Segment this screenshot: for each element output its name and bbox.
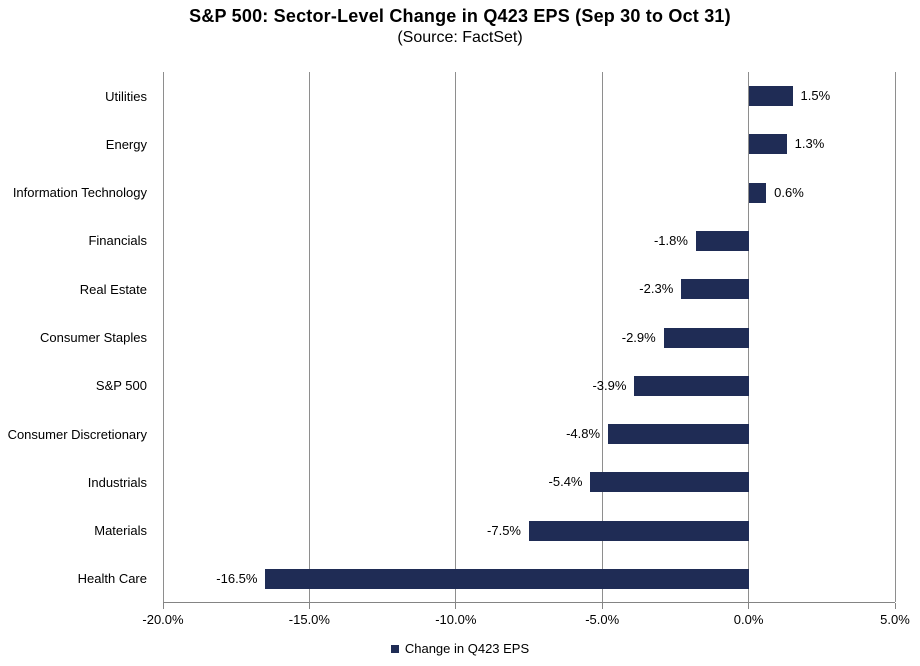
gridline	[601, 72, 603, 602]
tick-mark	[601, 603, 603, 609]
bar-value-label: -3.9%	[592, 377, 627, 393]
category-axis: Utilities Energy Information Technology Fin…	[0, 72, 155, 603]
legend-swatch	[390, 644, 399, 653]
gridline	[308, 72, 310, 602]
legend: Change in Q423 EPS	[0, 641, 920, 656]
gridline	[894, 72, 896, 602]
bar	[608, 424, 749, 445]
category-label: Financials	[88, 233, 147, 249]
bar	[695, 230, 749, 251]
x-tick-label: -15.0%	[288, 612, 330, 627]
category-label: Real Estate	[79, 281, 147, 297]
category-label: Materials	[94, 523, 147, 539]
x-tick-label: -20.0%	[142, 612, 184, 627]
bar-value-label: -1.8%	[653, 232, 688, 248]
category-label: Information Technology	[12, 185, 147, 201]
bar	[265, 568, 749, 589]
category-label: Consumer Staples	[40, 329, 147, 345]
chart-subtitle: (Source: FactSet)	[397, 29, 523, 46]
legend-label: Change in Q423 EPS	[404, 641, 530, 656]
tick-mark	[455, 603, 457, 609]
category-label: Energy	[105, 136, 147, 152]
value-axis: -20.0% -15.0% -10.0% -5.0% 0.0% 5.0%	[142, 603, 910, 639]
bar	[590, 472, 749, 493]
plot-area: 1.5% 1.3% 0.6% -1.8% -2.3% -2.9% -3.9% -4.8% -5.…	[162, 72, 896, 603]
category-label: Health Care	[77, 571, 147, 587]
bar-value-label: -2.9%	[621, 329, 656, 345]
chart-title: S&P 500: Sector-Level Change in Q423 EPS…	[189, 6, 731, 26]
bar-value-label: -4.8%	[566, 426, 601, 442]
bar	[748, 182, 767, 203]
bar	[663, 327, 749, 348]
bar-value-label: 1.5%	[800, 88, 831, 104]
bar-value-label: -5.4%	[548, 474, 583, 490]
bar	[634, 375, 749, 396]
bar-value-label: -7.5%	[487, 522, 521, 538]
bar	[748, 86, 793, 107]
category-label: S&P 500	[95, 378, 147, 394]
x-tick-label: 5.0%	[880, 612, 910, 627]
x-tick-label: -5.0%	[585, 612, 620, 627]
bar-value-label: 0.6%	[774, 184, 804, 200]
tick-mark	[894, 603, 896, 609]
category-label: Consumer Discretionary	[7, 426, 147, 442]
x-tick-label: -10.0%	[435, 612, 477, 627]
gridline	[162, 72, 164, 602]
category-label: Industrials	[87, 474, 147, 490]
bar	[529, 520, 749, 541]
bar	[681, 279, 749, 300]
bar-value-label: -16.5%	[216, 570, 258, 586]
bar	[748, 134, 787, 155]
tick-mark	[748, 603, 750, 609]
bar-value-label: -2.3%	[639, 281, 674, 297]
tick-mark	[162, 603, 164, 609]
gridline	[455, 72, 457, 602]
x-tick-label: 0.0%	[733, 612, 764, 627]
gridline	[748, 72, 750, 602]
bar-value-label: 1.3%	[794, 136, 825, 152]
category-label: Utilities	[105, 88, 147, 104]
tick-mark	[308, 603, 310, 609]
